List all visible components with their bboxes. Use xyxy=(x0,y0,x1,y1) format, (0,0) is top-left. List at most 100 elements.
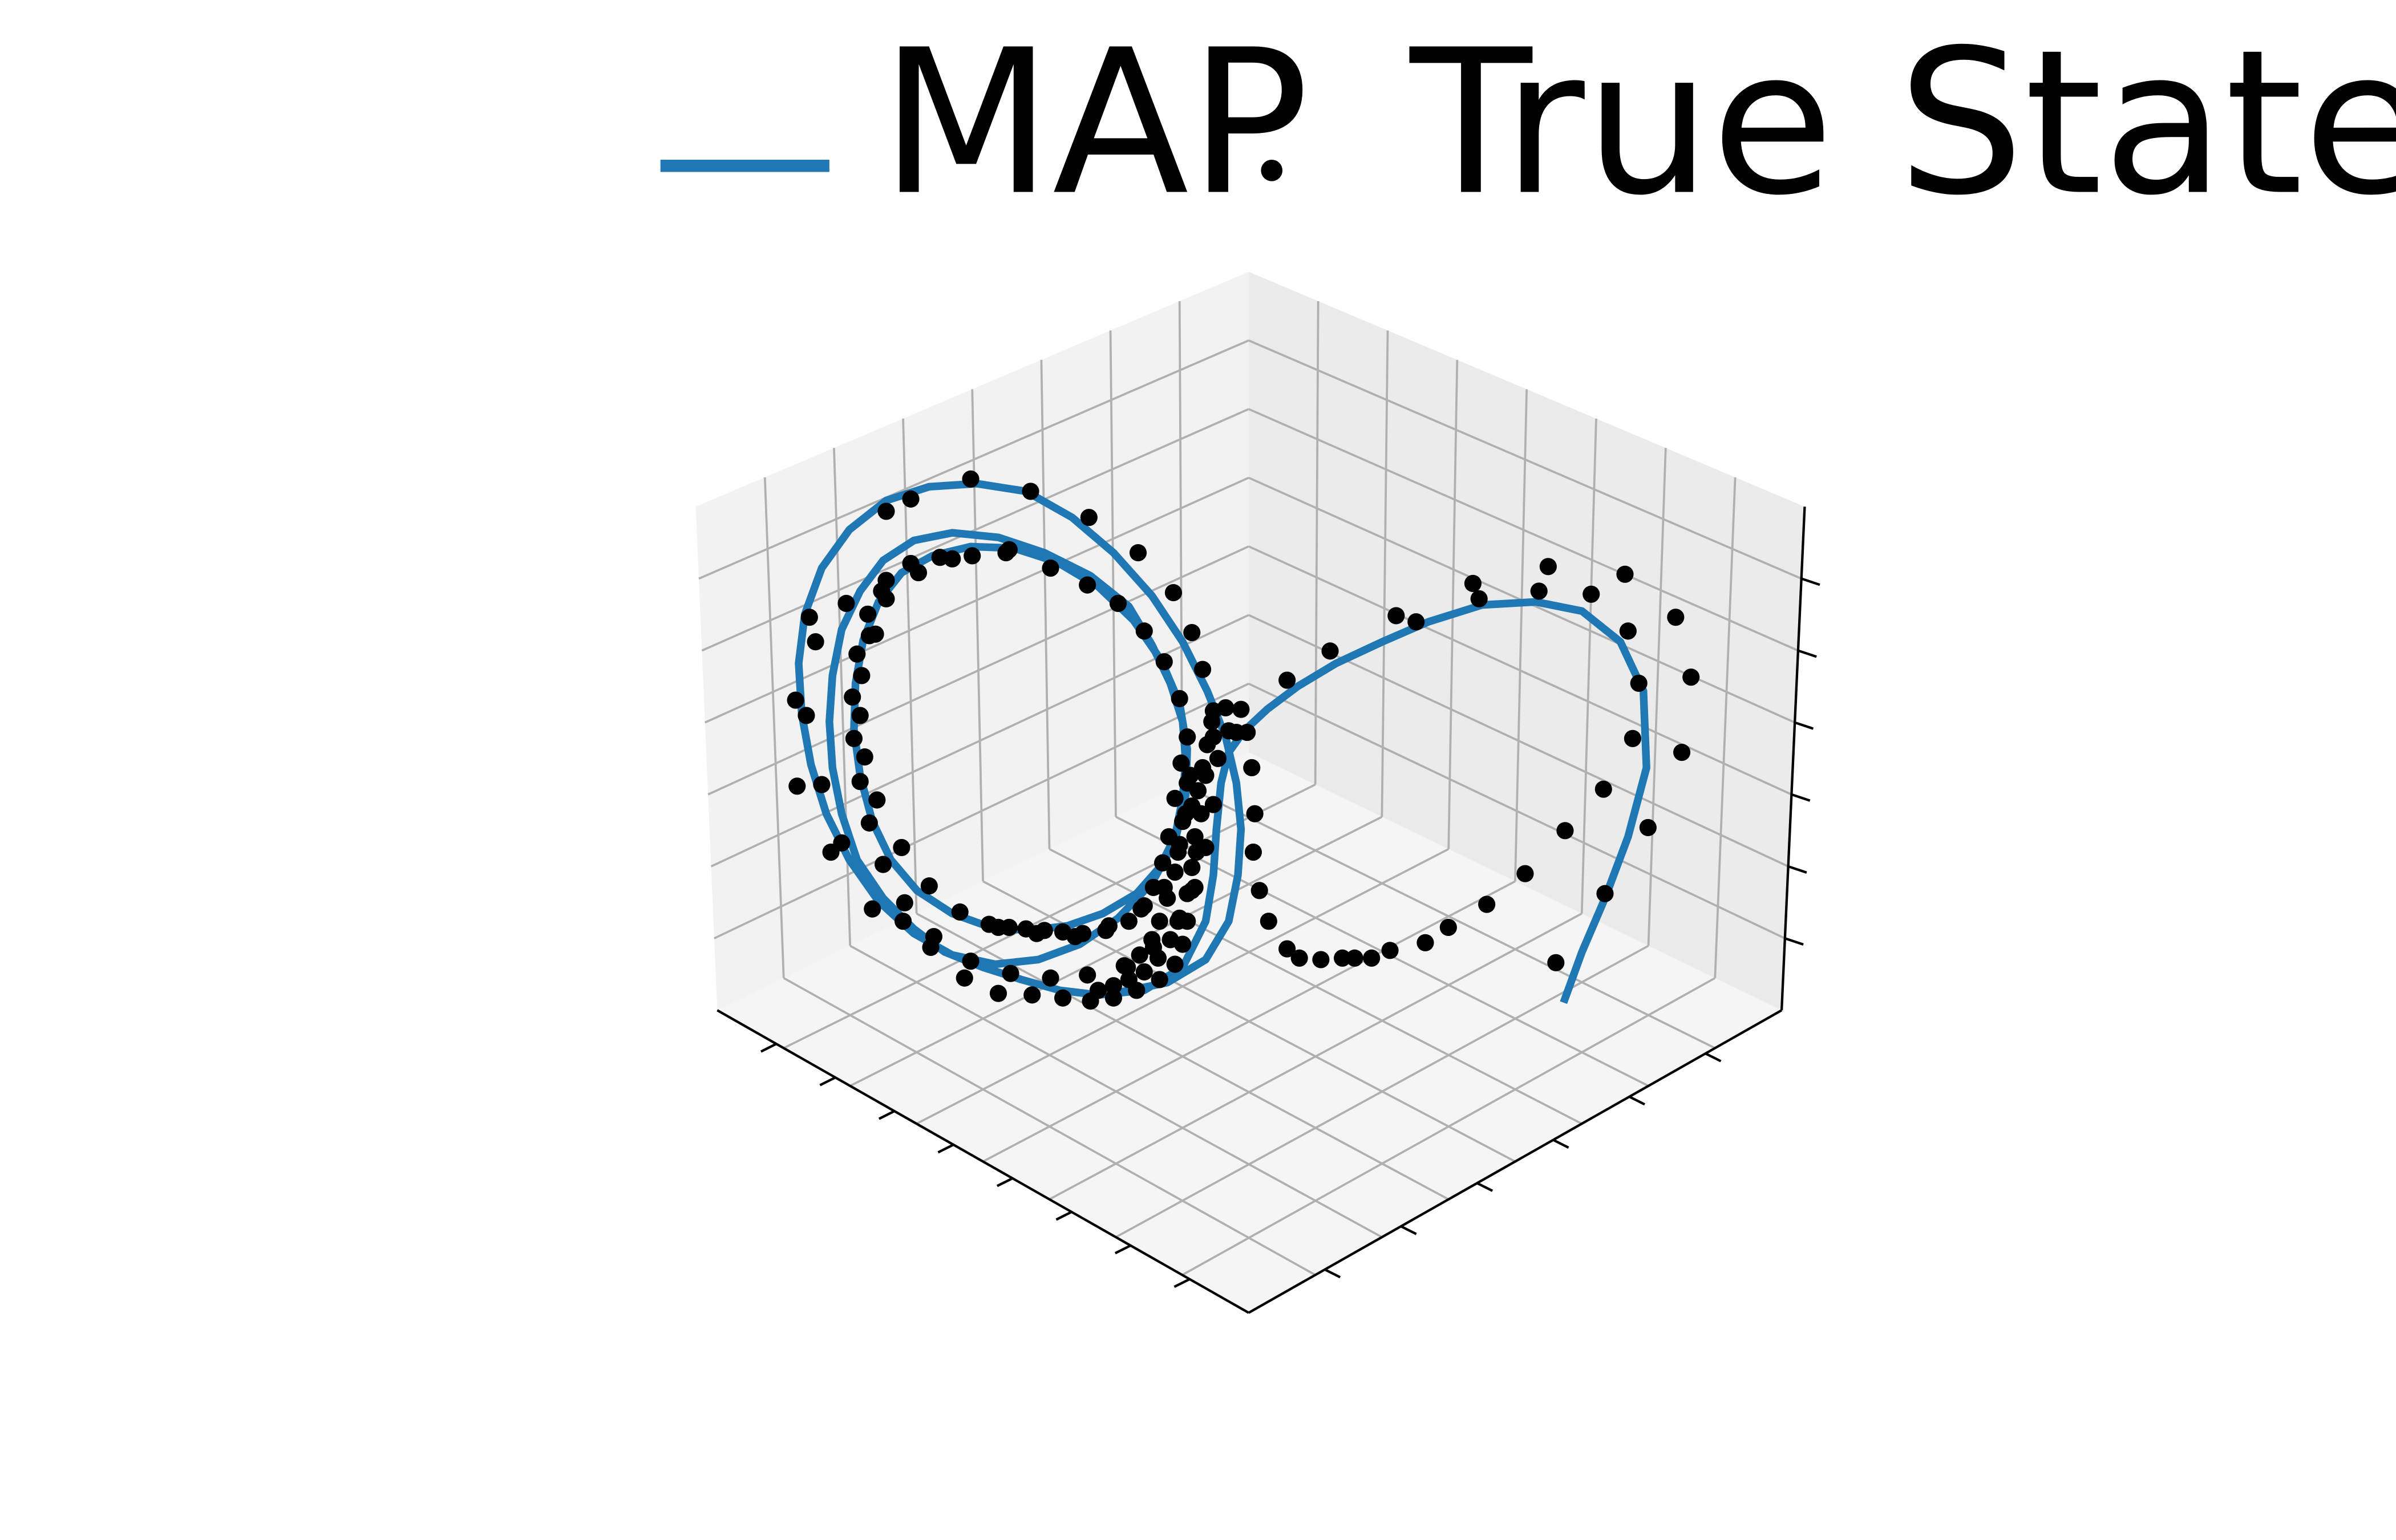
true-state-point xyxy=(1172,754,1190,772)
x-axis-tick xyxy=(996,1177,1013,1188)
z-axis-tick xyxy=(1784,937,1804,946)
legend-true-state-swatch xyxy=(1261,159,1283,181)
true-state-point xyxy=(1171,690,1188,707)
y-axis-tick xyxy=(1476,1182,1494,1192)
true-state-point xyxy=(1416,934,1434,951)
true-state-point xyxy=(896,894,913,911)
true-state-point xyxy=(1161,931,1179,949)
legend-true-state-label: True State xyxy=(1407,7,2396,240)
grid-line xyxy=(701,408,1249,652)
true-state-point xyxy=(902,490,920,508)
grid-line xyxy=(1040,359,1051,849)
true-state-point xyxy=(877,502,895,520)
true-state-point xyxy=(1166,789,1184,807)
grid-line xyxy=(698,339,1249,580)
true-state-point xyxy=(1129,544,1147,562)
x-axis-line xyxy=(717,1009,1249,1314)
true-state-point xyxy=(1203,713,1221,731)
true-state-point xyxy=(833,834,851,852)
true-state-point xyxy=(1583,585,1600,603)
y-axis-tick xyxy=(1324,1268,1341,1279)
x-axis-tick xyxy=(760,1043,777,1053)
axis-lines xyxy=(717,506,1806,1314)
true-state-point xyxy=(1244,843,1262,861)
true-state-point xyxy=(1439,918,1457,936)
true-state-point xyxy=(859,605,877,623)
true-state-point xyxy=(962,953,980,970)
y-axis-tick xyxy=(1552,1138,1569,1149)
grid-line xyxy=(1447,359,1459,849)
true-state-point xyxy=(895,913,912,930)
grid-line xyxy=(1714,477,1737,978)
true-state-point xyxy=(1290,949,1308,967)
axis-ticks xyxy=(760,577,1820,1288)
grid-line xyxy=(1647,448,1667,946)
true-state-point xyxy=(1035,922,1053,939)
true-state-point xyxy=(920,877,938,895)
true-state-point xyxy=(1166,863,1184,881)
true-state-point xyxy=(1539,558,1557,576)
true-state-point xyxy=(868,791,886,809)
true-state-point xyxy=(800,609,818,626)
legend-map-label: MAP xyxy=(880,7,1309,240)
true-state-point xyxy=(1135,897,1153,915)
true-state-point xyxy=(1478,895,1496,913)
grid-line xyxy=(707,545,1249,796)
true-state-point xyxy=(1000,541,1018,558)
true-state-point xyxy=(1197,838,1215,857)
true-state-point xyxy=(1464,574,1482,593)
true-state-point xyxy=(1363,949,1381,967)
true-state-point xyxy=(864,900,881,918)
true-state-point xyxy=(1074,925,1092,942)
grid-line xyxy=(704,476,1249,724)
z-axis-tick xyxy=(1798,649,1817,658)
grid-line xyxy=(982,880,1516,1163)
true-state-point xyxy=(1002,964,1019,982)
true-state-point xyxy=(856,748,873,766)
true-state-point xyxy=(1143,931,1161,949)
y-axis-tick xyxy=(1629,1095,1646,1106)
true-state-point xyxy=(1639,818,1657,837)
z-axis-tick xyxy=(1801,577,1820,586)
true-state-point xyxy=(944,550,961,568)
true-state-point xyxy=(1516,865,1534,882)
true-state-point xyxy=(1042,559,1059,577)
true-state-point xyxy=(1381,942,1399,959)
grid-line xyxy=(1514,389,1528,882)
true-state-point xyxy=(787,691,804,709)
true-state-point xyxy=(1194,660,1212,678)
true-state-point xyxy=(853,667,871,684)
x-axis-tick xyxy=(1114,1244,1131,1255)
true-state-point xyxy=(1174,813,1192,830)
z-axis-tick xyxy=(1794,721,1814,730)
true-state-point xyxy=(1151,913,1168,930)
true-state-point xyxy=(1089,982,1107,999)
true-state-point xyxy=(1312,951,1330,968)
true-state-point xyxy=(860,814,878,832)
true-state-point xyxy=(1250,882,1268,899)
true-state-point xyxy=(1171,909,1188,927)
true-state-point xyxy=(1199,736,1216,753)
true-state-point xyxy=(1054,989,1072,1007)
grid-line xyxy=(1181,977,1716,1276)
true-state-point xyxy=(1183,623,1201,642)
true-state-point xyxy=(1547,954,1565,971)
grid-line xyxy=(1314,301,1320,785)
true-state-point xyxy=(851,773,869,791)
x-axis-tick xyxy=(819,1076,836,1087)
grid-line xyxy=(763,477,785,978)
true-state-point xyxy=(807,633,824,651)
true-state-point xyxy=(1164,584,1182,602)
true-state-point xyxy=(1673,743,1691,761)
true-state-point xyxy=(1155,653,1173,671)
true-state-point xyxy=(1220,722,1237,740)
true-state-point xyxy=(1135,622,1153,640)
y-axis-tick xyxy=(1400,1225,1417,1235)
true-state-point xyxy=(848,645,866,663)
true-state-point xyxy=(1131,946,1148,964)
true-state-point xyxy=(1278,940,1296,958)
true-state-point xyxy=(1321,642,1339,660)
true-state-point xyxy=(1054,923,1072,941)
true-state-point xyxy=(844,688,861,706)
true-state-point xyxy=(1232,700,1250,718)
